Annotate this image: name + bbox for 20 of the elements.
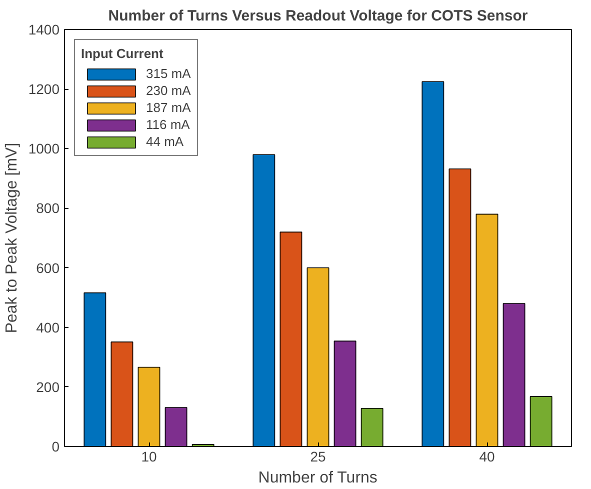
y-tick-label: 1000 (28, 140, 60, 157)
y-tick-label: 1200 (28, 81, 60, 98)
y-tick-label: 1400 (28, 22, 60, 38)
legend-label: 230 mA (146, 83, 191, 98)
x-tick-label: 25 (310, 448, 326, 464)
y-tick-label: 800 (36, 200, 60, 216)
y-tick-label: 200 (36, 378, 60, 395)
x-tick-label: 40 (479, 448, 495, 464)
y-tick-label: 0 (52, 438, 60, 454)
chart-title: Number of Turns Versus Readout Voltage for COTS Sensor (108, 8, 528, 24)
x-tick-label: 10 (141, 448, 157, 464)
legend-label: 315 mA (146, 66, 191, 81)
legend-label: 116 mA (146, 117, 190, 132)
y-tick-label: 400 (36, 319, 60, 336)
y-tick-label: 600 (36, 260, 60, 276)
y-axis-title: Peak to Peak Voltage [mV] (3, 142, 20, 334)
legend-label: 187 mA (146, 100, 191, 115)
legend-label: 44 mA (146, 134, 184, 149)
legend-title: Input Current (81, 46, 164, 61)
x-axis-title: Number of Turns (258, 470, 378, 486)
